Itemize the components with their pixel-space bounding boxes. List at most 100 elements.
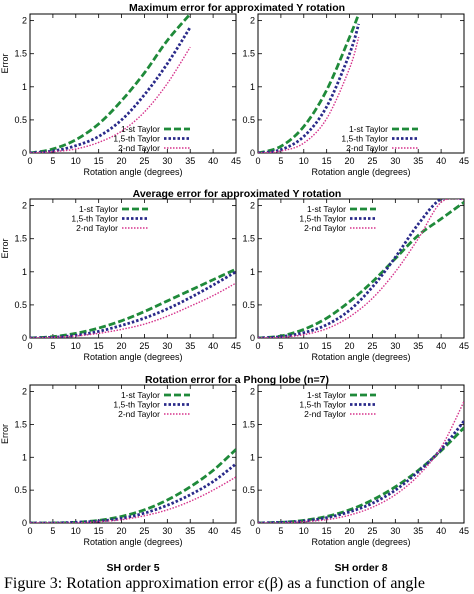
series-line-3 bbox=[258, 199, 464, 338]
x-tick-label: 20 bbox=[117, 341, 127, 351]
x-tick-label: 20 bbox=[345, 526, 355, 536]
x-tick-label: 10 bbox=[299, 341, 309, 351]
x-tick-label: 10 bbox=[299, 156, 309, 166]
x-tick-label: 40 bbox=[208, 341, 218, 351]
y-tick-label: 0 bbox=[250, 333, 255, 343]
series-line-3 bbox=[30, 46, 191, 153]
y-tick-label: 1 bbox=[250, 82, 255, 92]
series-line-2 bbox=[258, 23, 361, 153]
x-tick-label: 10 bbox=[71, 156, 81, 166]
y-tick-label: 0.5 bbox=[242, 115, 255, 125]
x-tick-label: 30 bbox=[162, 341, 172, 351]
x-tick-label: 5 bbox=[50, 156, 55, 166]
legend-label: 2-nd Taylor bbox=[118, 409, 160, 419]
legend-label: 1,5-th Taylor bbox=[299, 400, 346, 410]
y-tick-label: 0.5 bbox=[14, 300, 27, 310]
x-tick-label: 5 bbox=[278, 156, 283, 166]
x-tick-label: 20 bbox=[345, 341, 355, 351]
y-tick-label: 0 bbox=[22, 333, 27, 343]
plot-frame bbox=[29, 13, 237, 154]
x-tick-label: 30 bbox=[390, 526, 400, 536]
legend-label: 1-st Taylor bbox=[121, 124, 160, 134]
series-line-2 bbox=[30, 462, 236, 523]
y-tick-label: 1 bbox=[22, 267, 27, 277]
figure-panels: Maximum error for approximated Y rotatio… bbox=[0, 2, 469, 574]
x-axis-label: Rotation angle (degrees) bbox=[83, 352, 182, 362]
x-tick-label: 35 bbox=[413, 341, 423, 351]
y-tick-label: 0.5 bbox=[242, 300, 255, 310]
series-line-3 bbox=[30, 476, 236, 523]
x-tick-label: 0 bbox=[255, 156, 260, 166]
series-line-2 bbox=[30, 270, 236, 338]
x-tick-label: 20 bbox=[117, 156, 127, 166]
series-line-1 bbox=[258, 426, 464, 523]
x-tick-label: 15 bbox=[322, 156, 332, 166]
chart-title: Rotation error for a Phong lobe (n=7) bbox=[145, 374, 329, 386]
x-tick-label: 25 bbox=[367, 341, 377, 351]
column-title: SH order 5 bbox=[106, 562, 159, 574]
x-tick-label: 0 bbox=[255, 341, 260, 351]
y-tick-label: 2 bbox=[250, 16, 255, 26]
x-tick-label: 20 bbox=[345, 156, 355, 166]
x-tick-label: 35 bbox=[185, 341, 195, 351]
legend-label: 1-st Taylor bbox=[307, 390, 346, 400]
legend-label: 1,5-th Taylor bbox=[299, 214, 346, 224]
legend-label: 2-nd Taylor bbox=[346, 143, 388, 153]
x-tick-label: 30 bbox=[162, 156, 172, 166]
legend-label: 2-nd Taylor bbox=[304, 409, 346, 419]
x-tick-label: 10 bbox=[71, 526, 81, 536]
plot-frame bbox=[29, 198, 237, 339]
y-tick-label: 1.5 bbox=[14, 419, 27, 429]
plot-frame bbox=[257, 384, 465, 524]
x-tick-label: 30 bbox=[162, 526, 172, 536]
y-tick-label: 1.5 bbox=[14, 234, 27, 244]
x-axis-label: Rotation angle (degrees) bbox=[311, 167, 410, 177]
y-axis-label: Error bbox=[0, 53, 10, 73]
legend-label: 1-st Taylor bbox=[349, 124, 388, 134]
plot-frame bbox=[257, 13, 465, 154]
x-tick-label: 35 bbox=[413, 526, 423, 536]
y-tick-label: 0.5 bbox=[242, 485, 255, 495]
y-tick-label: 1.5 bbox=[242, 49, 255, 59]
x-tick-label: 30 bbox=[390, 341, 400, 351]
y-tick-label: 1 bbox=[22, 82, 27, 92]
x-tick-label: 45 bbox=[459, 156, 469, 166]
legend-label: 2-nd Taylor bbox=[118, 143, 160, 153]
x-tick-label: 40 bbox=[436, 341, 446, 351]
legend-label: 1,5-th Taylor bbox=[341, 134, 388, 144]
plot-frame bbox=[29, 384, 237, 524]
y-tick-label: 2 bbox=[22, 16, 27, 26]
y-tick-label: 1 bbox=[250, 267, 255, 277]
x-axis-label: Rotation angle (degrees) bbox=[311, 352, 410, 362]
y-tick-label: 1.5 bbox=[242, 234, 255, 244]
x-tick-label: 5 bbox=[50, 341, 55, 351]
x-tick-label: 20 bbox=[117, 526, 127, 536]
x-tick-label: 45 bbox=[231, 341, 241, 351]
y-tick-label: 1 bbox=[250, 452, 255, 462]
x-tick-label: 45 bbox=[459, 526, 469, 536]
caption-text: Figure 3: Rotation approximation error ε… bbox=[4, 575, 425, 592]
y-tick-label: 2 bbox=[250, 387, 255, 397]
y-tick-label: 1.5 bbox=[242, 419, 255, 429]
x-tick-label: 40 bbox=[436, 156, 446, 166]
x-tick-label: 45 bbox=[231, 156, 241, 166]
legend-label: 2-nd Taylor bbox=[304, 223, 346, 233]
x-axis-label: Rotation angle (degrees) bbox=[83, 167, 182, 177]
x-tick-label: 35 bbox=[413, 156, 423, 166]
y-axis-label: Error bbox=[0, 238, 10, 258]
y-tick-label: 0 bbox=[22, 518, 27, 528]
x-tick-label: 25 bbox=[139, 526, 149, 536]
series-line-1 bbox=[30, 14, 192, 153]
legend-label: 1-st Taylor bbox=[307, 204, 346, 214]
x-tick-label: 5 bbox=[50, 526, 55, 536]
x-tick-label: 0 bbox=[255, 526, 260, 536]
x-tick-label: 10 bbox=[299, 526, 309, 536]
plot-frame bbox=[257, 198, 465, 339]
x-tick-label: 45 bbox=[459, 341, 469, 351]
x-tick-label: 5 bbox=[278, 341, 283, 351]
series-line-1 bbox=[30, 267, 236, 338]
x-tick-label: 15 bbox=[322, 341, 332, 351]
legend-label: 1,5-th Taylor bbox=[113, 400, 160, 410]
x-axis-label: Rotation angle (degrees) bbox=[311, 537, 410, 547]
legend-label: 1,5-th Taylor bbox=[113, 134, 160, 144]
